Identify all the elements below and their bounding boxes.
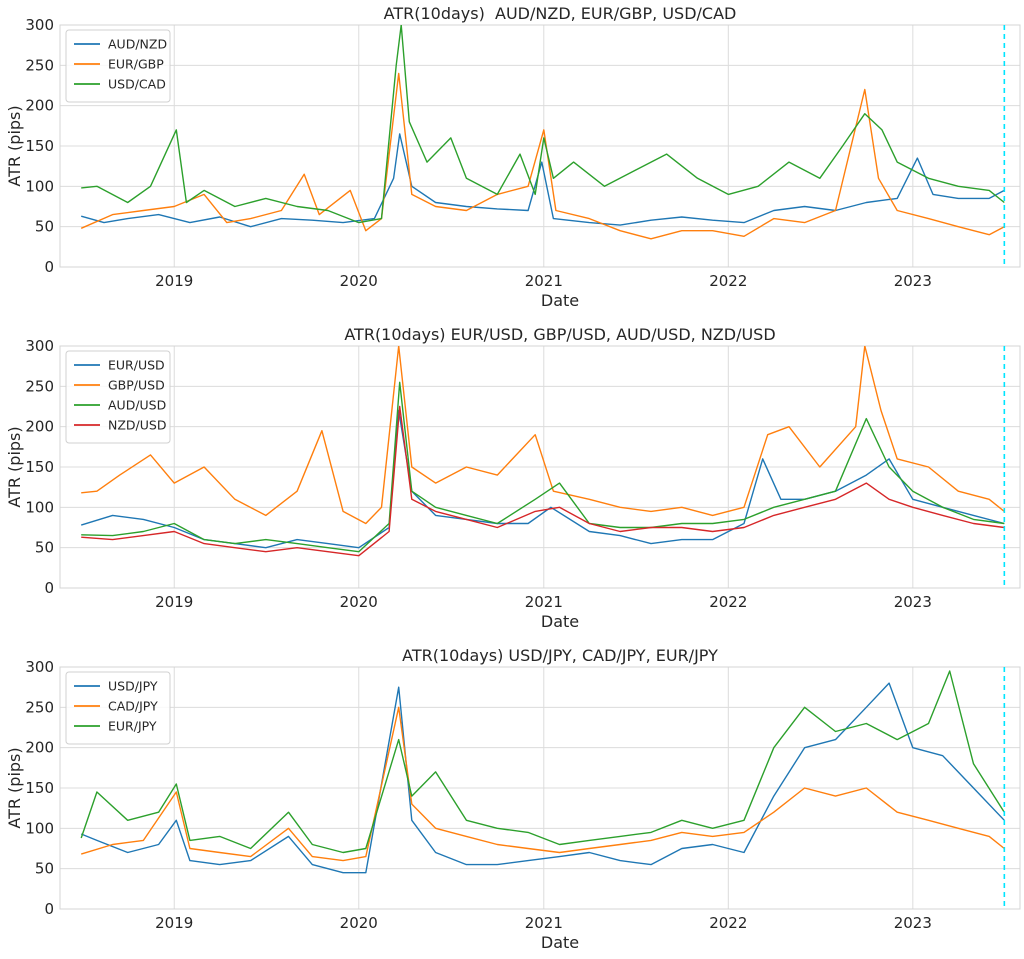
x-tick-label: 2022 [709,593,747,611]
chart-panel-3: 0 50 100 150 200 250 300 2019 2020 2021 2022 2023 AT… [5,646,1021,952]
legend: EUR/USD GBP/USD AUD/USD NZD/USD [65,350,171,444]
series-group [80,25,1005,240]
y-tick-label: 200 [25,97,54,115]
x-tick-label: 2021 [525,914,563,932]
series-group [80,346,1005,557]
legend-entry: GBP/USD [108,378,165,393]
chart-title: ATR(10days) USD/JPY, CAD/JPY, EUR/JPY [402,646,718,665]
y-tick-label: 200 [25,418,54,436]
axes-frame [59,345,1021,589]
legend-box [65,350,171,444]
y-tick-label: 300 [25,658,54,676]
y-tick-label: 50 [35,539,54,557]
series-line-aud-usd [81,381,1005,553]
y-tick-label: 200 [25,739,54,757]
x-axis-label: Date [541,612,579,631]
chart-title: ATR(10days) EUR/USD, GBP/USD, AUD/USD, N… [344,325,775,344]
series-line-eur-usd [80,409,1005,549]
y-tick-label: 300 [25,337,54,355]
y-tick-label: 150 [25,137,54,155]
legend-entry: EUR/JPY [108,719,157,734]
legend-entry: NZD/USD [108,418,166,433]
x-axis-label: Date [541,291,579,310]
x-tick-label: 2023 [894,593,932,611]
y-tick-label: 100 [25,819,54,837]
legend-entry: AUD/USD [108,398,166,413]
y-tick-label: 150 [25,779,54,797]
legend-entry: USD/CAD [108,77,166,92]
axes-frame [59,666,1021,910]
y-tick-label: 100 [25,498,54,516]
y-tick-label: 50 [35,218,54,236]
series-line-aud-nzd [81,133,1005,228]
legend: USD/JPY CAD/JPY EUR/JPY [65,671,171,745]
series-line-usd-cad [81,25,1005,224]
series-line-cad-jpy [80,706,1005,862]
x-tick-label: 2019 [155,593,193,611]
y-axis-label: ATR (pips) [5,747,24,828]
x-tick-label: 2020 [340,593,378,611]
y-axis-label: ATR (pips) [5,105,24,186]
legend-entry: EUR/GBP [108,57,164,72]
y-tick-label: 0 [44,258,54,276]
chart-panel-1: 0 50 100 150 200 250 300 2019 2020 2021 2022 2023 AT… [5,4,1021,310]
y-tick-label: 250 [25,377,54,395]
y-axis-label: ATR (pips) [5,426,24,507]
series-line-eur-jpy [80,670,1005,854]
series-line-gbp-usd [81,346,1005,525]
y-tick-label: 250 [25,698,54,716]
y-tick-label: 0 [44,900,54,918]
y-tick-label: 300 [25,16,54,34]
series-line-nzd-usd [81,405,1005,557]
x-tick-label: 2019 [155,914,193,932]
series-group [80,670,1005,874]
series-line-usd-jpy [80,682,1005,874]
chart-panel-2: 0 50 100 150 200 250 300 2019 2020 2021 2022 2023 AT… [5,325,1021,631]
x-tick-label: 2023 [894,914,932,932]
x-tick-label: 2022 [709,914,747,932]
y-tick-label: 100 [25,177,54,195]
x-tick-label: 2021 [525,272,563,290]
y-tick-label: 50 [35,860,54,878]
x-tick-label: 2020 [340,914,378,932]
x-tick-label: 2023 [894,272,932,290]
legend: AUD/NZD EUR/GBP USD/CAD [65,29,171,103]
y-tick-label: 0 [44,579,54,597]
x-tick-label: 2022 [709,272,747,290]
y-tick-label: 150 [25,458,54,476]
chart-title: ATR(10days) AUD/NZD, EUR/GBP, USD/CAD [384,4,737,23]
x-tick-label: 2021 [525,593,563,611]
legend-entry: EUR/USD [108,358,165,373]
series-line-eur-gbp [80,72,1005,240]
legend-entry: AUD/NZD [108,37,167,52]
x-axis-label: Date [541,933,579,952]
x-tick-label: 2019 [155,272,193,290]
axes-frame [59,24,1021,268]
legend-entry: CAD/JPY [108,699,158,714]
y-tick-label: 250 [25,56,54,74]
x-tick-label: 2020 [340,272,378,290]
legend-entry: USD/JPY [108,679,158,694]
